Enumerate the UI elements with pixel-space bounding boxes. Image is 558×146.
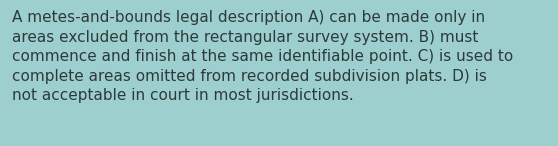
Text: A metes-and-bounds legal description A) can be made only in
areas excluded from : A metes-and-bounds legal description A) … [12,10,513,104]
